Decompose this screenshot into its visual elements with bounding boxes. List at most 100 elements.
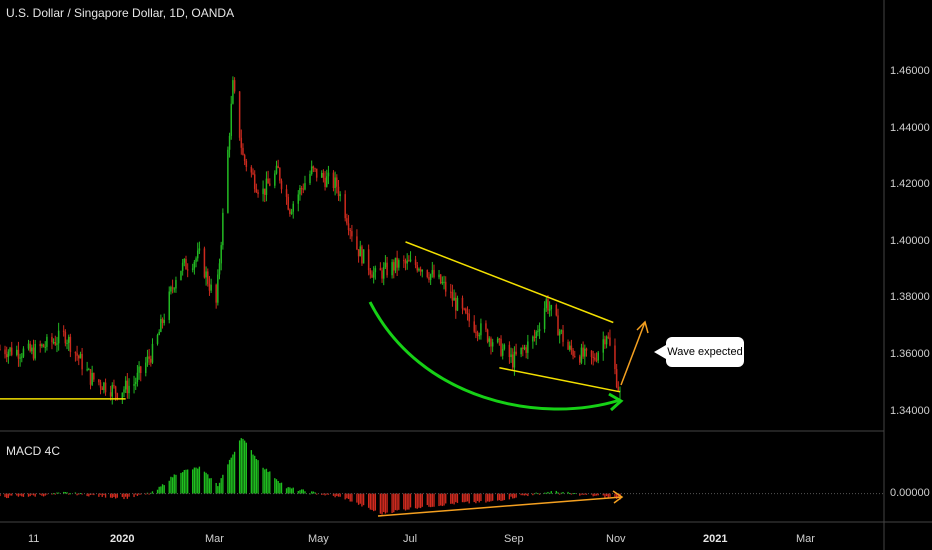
macd-bar <box>98 493 100 497</box>
macd-pane <box>0 438 884 515</box>
candle-body <box>339 194 341 197</box>
candle-body <box>346 218 348 224</box>
candle-body <box>362 249 365 264</box>
macd-bar <box>193 467 196 494</box>
macd-bar <box>252 454 254 494</box>
macd-bar <box>238 440 241 494</box>
macd-bar <box>408 493 410 510</box>
macd-bar <box>532 493 534 496</box>
macd-bar <box>104 493 107 498</box>
time-tick-label: May <box>308 533 329 545</box>
candle-body <box>275 165 278 174</box>
candle-body <box>262 188 264 195</box>
macd-bar <box>327 493 330 495</box>
macd-bar <box>559 493 561 495</box>
candle-body <box>344 194 346 219</box>
macd-bar <box>11 493 13 496</box>
candle-body <box>62 330 65 332</box>
candle-body <box>326 176 328 187</box>
macd-bar <box>500 493 502 502</box>
candle-body <box>29 343 31 352</box>
candle-body <box>126 380 129 394</box>
candle-body <box>525 347 527 353</box>
candle-body <box>478 335 480 337</box>
macd-divergence-arrow <box>377 496 623 517</box>
candle-body <box>486 329 489 342</box>
macd-bar <box>349 493 351 502</box>
candle-body <box>161 318 164 323</box>
macd-bar <box>455 493 457 503</box>
macd-bar <box>228 459 231 494</box>
macd-bar <box>233 451 236 494</box>
macd-bar <box>207 474 209 494</box>
macd-bar <box>0 493 1 497</box>
macd-bar <box>16 493 18 496</box>
candle-body <box>309 174 311 184</box>
macd-bar <box>17 493 20 497</box>
candle-body <box>337 186 340 197</box>
macd-bar <box>31 493 33 495</box>
candle-body <box>64 331 67 344</box>
macd-bar <box>56 492 58 494</box>
price-tick-label: 1.40000 <box>890 234 930 247</box>
candle-body <box>498 338 501 340</box>
candle-body <box>382 267 385 279</box>
candle-body <box>114 386 117 394</box>
candle-body <box>438 274 440 278</box>
macd-bar <box>426 493 428 506</box>
macd-bar <box>592 493 594 497</box>
macd-bar <box>227 464 229 494</box>
macd-bar <box>275 479 278 494</box>
candle-body <box>233 80 236 92</box>
macd-bar <box>79 493 82 495</box>
macd-bar <box>215 482 217 494</box>
candle-body <box>240 137 243 148</box>
candle-body <box>274 173 276 186</box>
macd-bar <box>197 468 199 494</box>
macd-bar <box>491 493 494 501</box>
macd-bar <box>175 474 177 494</box>
candle-body <box>146 356 149 363</box>
macd-bar <box>292 487 294 494</box>
candle-body <box>78 355 80 359</box>
macd-bar <box>595 493 598 496</box>
macd-bar <box>81 493 83 495</box>
macd-bar <box>203 471 206 494</box>
candle-body <box>289 209 291 214</box>
macd-bar <box>217 486 219 494</box>
price-tick-label: 1.34000 <box>890 404 930 417</box>
candle-body <box>379 268 382 271</box>
candle-body <box>406 260 408 264</box>
macd-bar <box>438 493 440 507</box>
candle-body <box>461 297 464 309</box>
macd-bar <box>302 489 304 494</box>
candle-body <box>322 172 325 178</box>
candle-body <box>312 166 315 169</box>
macd-bar <box>555 490 557 494</box>
price-tick-label: 1.38000 <box>890 291 930 304</box>
macd-bar <box>109 493 112 498</box>
macd-bar <box>478 493 480 503</box>
macd-bar <box>218 482 221 494</box>
candle-body <box>170 287 172 292</box>
time-tick-label: Jul <box>403 533 418 545</box>
candle-body <box>473 321 475 332</box>
candle-body <box>614 345 616 370</box>
macd-bar <box>580 493 583 495</box>
candle-body <box>255 188 258 193</box>
candle-body <box>232 80 234 104</box>
macd-bar <box>339 493 341 497</box>
candle-body <box>480 323 482 336</box>
candle-body <box>315 168 318 178</box>
macd-bar <box>334 493 336 498</box>
candle-body <box>414 259 417 266</box>
macd-bar <box>220 478 222 494</box>
macd-bar <box>21 493 23 497</box>
candle-body <box>16 349 18 355</box>
macd-bar <box>615 493 618 499</box>
candle-body <box>568 345 571 350</box>
macd-bar <box>357 493 360 505</box>
macd-bar <box>394 493 397 511</box>
candle-body <box>347 223 350 231</box>
